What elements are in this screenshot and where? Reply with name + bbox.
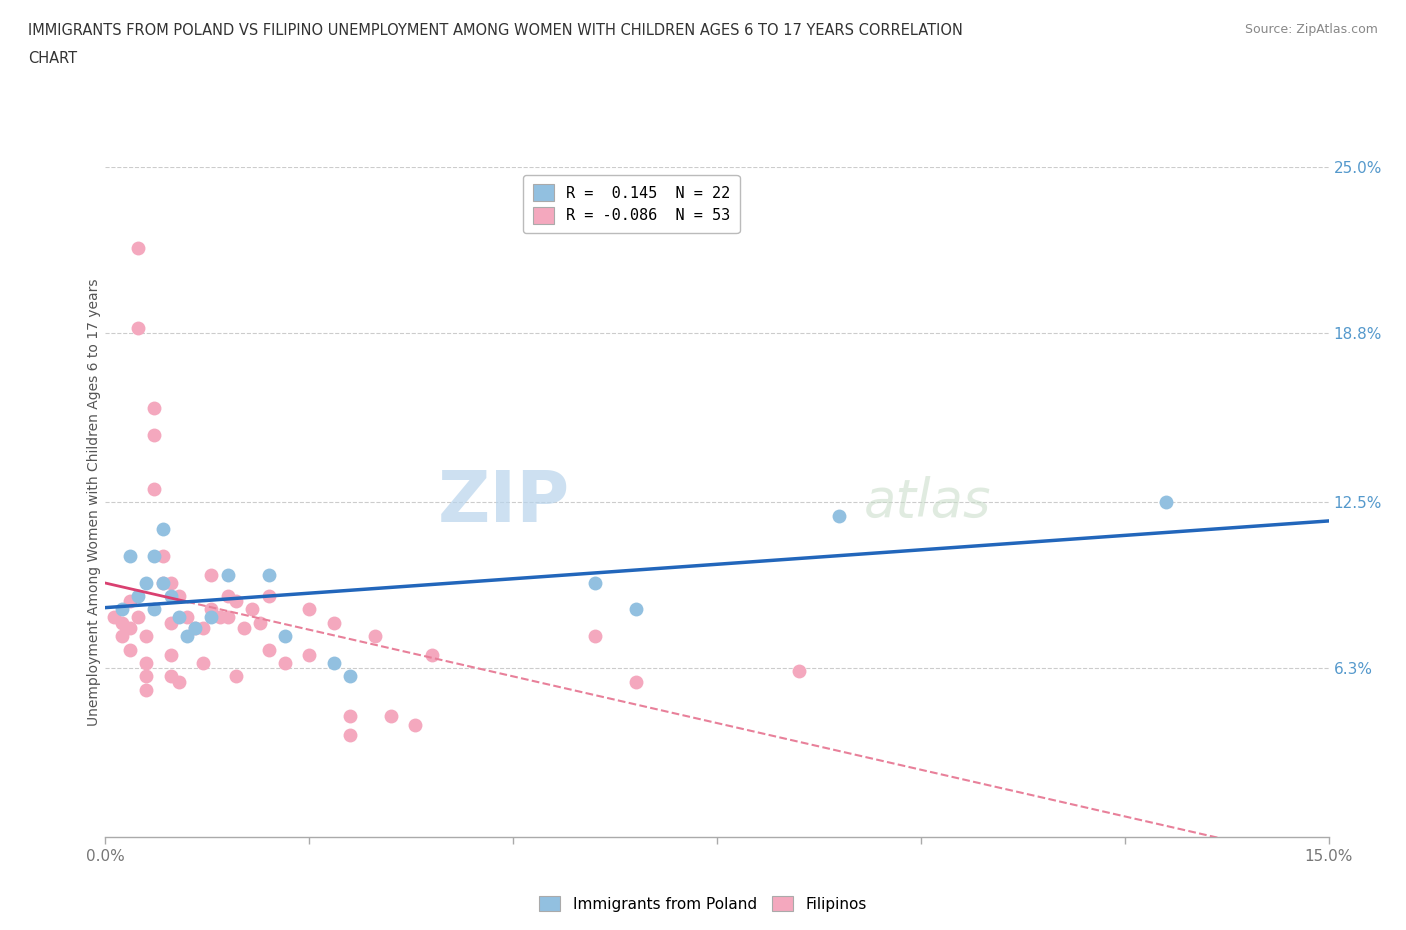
Point xyxy=(167,674,190,689)
Point xyxy=(127,321,149,336)
Point xyxy=(143,428,166,443)
Point xyxy=(103,610,125,625)
Point xyxy=(404,717,426,732)
Point xyxy=(135,683,157,698)
Point xyxy=(298,647,321,662)
Point xyxy=(118,620,141,635)
Point xyxy=(298,602,321,617)
Point xyxy=(217,610,239,625)
Point xyxy=(420,647,443,662)
Point xyxy=(135,669,157,684)
Point xyxy=(339,728,361,743)
Text: IMMIGRANTS FROM POLAND VS FILIPINO UNEMPLOYMENT AMONG WOMEN WITH CHILDREN AGES 6: IMMIGRANTS FROM POLAND VS FILIPINO UNEMP… xyxy=(28,23,963,38)
Point xyxy=(217,589,239,604)
Point xyxy=(135,629,157,644)
Point xyxy=(225,669,247,684)
Point xyxy=(184,620,207,635)
Text: CHART: CHART xyxy=(28,51,77,66)
Point xyxy=(159,575,181,590)
Point xyxy=(152,575,174,590)
Point xyxy=(193,656,215,671)
Point xyxy=(200,602,222,617)
Point xyxy=(118,642,141,657)
Legend: R =  0.145  N = 22, R = -0.086  N = 53: R = 0.145 N = 22, R = -0.086 N = 53 xyxy=(523,175,740,232)
Point xyxy=(159,589,181,604)
Legend: Immigrants from Poland, Filipinos: Immigrants from Poland, Filipinos xyxy=(533,889,873,918)
Point xyxy=(624,602,647,617)
Point xyxy=(111,602,134,617)
Point xyxy=(274,629,297,644)
Point xyxy=(339,669,361,684)
Text: ZIP: ZIP xyxy=(439,468,571,537)
Point xyxy=(143,602,166,617)
Point xyxy=(143,401,166,416)
Point xyxy=(233,620,256,635)
Point xyxy=(143,482,166,497)
Point xyxy=(152,575,174,590)
Point xyxy=(184,620,207,635)
Point xyxy=(127,589,149,604)
Point xyxy=(118,549,141,564)
Point xyxy=(200,567,222,582)
Point xyxy=(127,610,149,625)
Point xyxy=(176,629,198,644)
Point xyxy=(217,567,239,582)
Point xyxy=(339,709,361,724)
Point xyxy=(143,549,166,564)
Point xyxy=(240,602,263,617)
Point xyxy=(193,620,215,635)
Point xyxy=(135,575,157,590)
Text: atlas: atlas xyxy=(863,476,991,528)
Point xyxy=(208,610,231,625)
Point xyxy=(322,656,344,671)
Point xyxy=(249,616,271,631)
Point xyxy=(111,629,134,644)
Point xyxy=(167,589,190,604)
Point xyxy=(152,522,174,537)
Point xyxy=(583,629,606,644)
Point xyxy=(257,589,280,604)
Point xyxy=(225,594,247,609)
Point xyxy=(135,656,157,671)
Point xyxy=(828,508,851,523)
Point xyxy=(380,709,402,724)
Point xyxy=(176,610,198,625)
Point xyxy=(1154,495,1177,510)
Point xyxy=(787,663,810,678)
Point xyxy=(583,575,606,590)
Point xyxy=(363,629,385,644)
Point xyxy=(127,240,149,255)
Point xyxy=(159,669,181,684)
Point xyxy=(118,594,141,609)
Point xyxy=(257,642,280,657)
Point xyxy=(159,647,181,662)
Text: Source: ZipAtlas.com: Source: ZipAtlas.com xyxy=(1244,23,1378,36)
Point xyxy=(274,656,297,671)
Point xyxy=(200,610,222,625)
Point xyxy=(159,616,181,631)
Point xyxy=(152,549,174,564)
Y-axis label: Unemployment Among Women with Children Ages 6 to 17 years: Unemployment Among Women with Children A… xyxy=(87,278,101,726)
Point xyxy=(624,674,647,689)
Point xyxy=(167,610,190,625)
Point xyxy=(322,616,344,631)
Point xyxy=(111,616,134,631)
Point xyxy=(257,567,280,582)
